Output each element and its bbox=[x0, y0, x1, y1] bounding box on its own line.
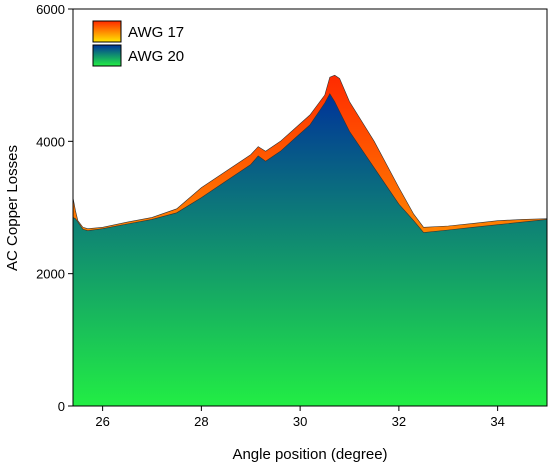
y-tick-label: 0 bbox=[58, 399, 65, 414]
plot-frame bbox=[72, 8, 548, 407]
y-tick-label: 2000 bbox=[36, 267, 65, 282]
x-axis: 26 28 30 32 34 bbox=[95, 406, 505, 429]
legend-label-awg20: AWG 20 bbox=[128, 48, 184, 65]
x-tick-label: 26 bbox=[95, 414, 109, 429]
y-axis-title: AC Copper Losses bbox=[4, 145, 21, 271]
y-tick-label: 4000 bbox=[36, 134, 65, 149]
legend-swatch-awg17 bbox=[92, 20, 122, 43]
legend-swatch-awg20 bbox=[92, 44, 122, 67]
x-tick-label: 30 bbox=[293, 414, 307, 429]
x-tick-label: 34 bbox=[490, 414, 504, 429]
series-awg20-area bbox=[73, 93, 547, 406]
x-tick-label: 32 bbox=[392, 414, 406, 429]
y-tick-label: 6000 bbox=[36, 2, 65, 17]
x-axis-title: Angle position (degree) bbox=[232, 446, 387, 463]
x-tick-label: 28 bbox=[194, 414, 208, 429]
legend: AWG 17 AWG 20 bbox=[92, 20, 184, 67]
legend-label-awg17: AWG 17 bbox=[128, 24, 184, 41]
plot-area bbox=[73, 74, 547, 406]
y-axis: 0 2000 4000 6000 bbox=[36, 2, 73, 414]
